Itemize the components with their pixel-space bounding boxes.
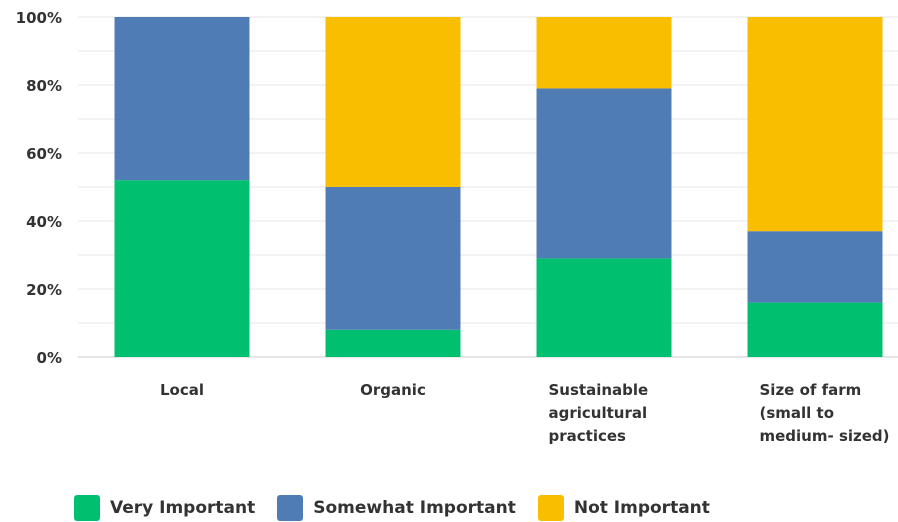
y-axis-ticks: 0% 20% 40% 60% 80% 100% <box>16 9 62 367</box>
x-category-label: Local <box>160 381 204 399</box>
bar-segment[interactable] <box>325 329 461 357</box>
bar-segment[interactable] <box>747 302 883 357</box>
legend-swatch <box>74 495 100 521</box>
bar-segment[interactable] <box>747 17 883 232</box>
x-axis-labels: Local Organic Sustainable agricultural pract… <box>160 381 890 445</box>
y-tick-label: 0% <box>37 349 62 367</box>
x-category-label: Organic <box>360 381 426 399</box>
y-tick-label: 60% <box>26 145 62 163</box>
bar-segment[interactable] <box>325 17 461 187</box>
legend-item: Very Important <box>74 495 255 521</box>
bar-segment[interactable] <box>747 231 883 303</box>
legend: Very Important Somewhat Important Not Impo… <box>74 495 732 521</box>
legend-label: Very Important <box>110 498 256 518</box>
y-tick-label: 20% <box>26 281 62 299</box>
legend-item: Not Important <box>537 495 710 521</box>
legend-swatch <box>277 495 304 521</box>
x-category-label: Sustainable agricultural practices <box>549 381 649 445</box>
legend-label: Somewhat Important <box>313 498 516 518</box>
bar-segment[interactable] <box>114 180 250 357</box>
legend-label: Not Important <box>573 498 710 518</box>
bar-segment[interactable] <box>536 258 672 357</box>
legend-item: Somewhat Important <box>277 495 516 521</box>
x-category-label: Size of farm (small to medium- sized) <box>760 381 890 445</box>
bar-segment[interactable] <box>114 17 250 181</box>
y-tick-label: 40% <box>26 213 62 231</box>
bar-segment[interactable] <box>325 187 461 330</box>
stacked-bar-chart: 0% 20% 40% 60% 80% 100% Local Organic Sustainab… <box>16 9 898 445</box>
legend-swatch <box>537 495 564 521</box>
bars <box>114 17 883 357</box>
y-tick-label: 80% <box>26 77 62 95</box>
bar-segment[interactable] <box>536 88 672 259</box>
y-tick-label: 100% <box>16 9 62 27</box>
bar-segment[interactable] <box>536 17 672 89</box>
